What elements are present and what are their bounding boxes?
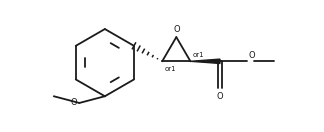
- Text: O: O: [71, 98, 77, 107]
- Text: O: O: [173, 25, 179, 34]
- Text: O: O: [248, 51, 255, 60]
- Text: or1: or1: [164, 66, 176, 72]
- Polygon shape: [191, 59, 220, 63]
- Text: O: O: [217, 91, 223, 101]
- Text: or1: or1: [192, 52, 204, 58]
